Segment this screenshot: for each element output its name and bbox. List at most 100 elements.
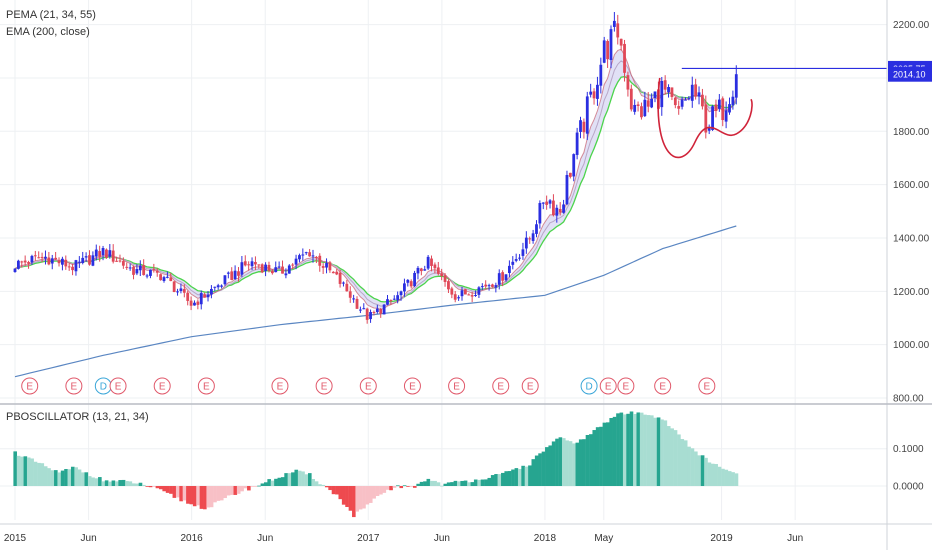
candle <box>589 83 593 98</box>
candle-body <box>284 273 288 276</box>
candle-body <box>545 201 549 205</box>
candle-body <box>94 249 98 257</box>
oscillator-bar <box>595 427 600 486</box>
candle-body <box>355 298 359 309</box>
candle-body <box>430 258 433 266</box>
candle-body <box>213 286 217 288</box>
candle <box>714 99 718 118</box>
candle-body <box>734 74 738 98</box>
candle-body <box>98 251 102 257</box>
candle <box>555 204 559 223</box>
pema-55-line <box>14 75 737 303</box>
candle <box>460 286 464 301</box>
candle-body <box>511 261 515 265</box>
oscillator-bar <box>186 486 190 504</box>
candle <box>684 97 687 101</box>
candle <box>247 261 251 271</box>
candle-body <box>216 285 220 288</box>
oscillator-bar <box>429 480 434 486</box>
candle <box>44 250 47 265</box>
legend-pema[interactable]: PEMA (21, 34, 55) <box>6 9 96 21</box>
oscillator-bar <box>467 482 471 486</box>
candle <box>721 96 725 127</box>
candle <box>640 102 643 120</box>
oscillator-bar <box>561 438 566 486</box>
earnings-marker: E <box>65 377 83 395</box>
candle-body <box>636 104 640 106</box>
oscillator-bar <box>734 473 739 486</box>
candle <box>487 283 491 291</box>
oscillator-bar <box>348 486 353 511</box>
oscillator-bar <box>341 486 346 505</box>
candle <box>443 273 447 287</box>
candle-body <box>701 94 704 107</box>
candle-body <box>528 238 532 240</box>
candle-body <box>623 43 626 73</box>
oscillator-bar <box>121 479 126 486</box>
candle-body <box>440 273 444 277</box>
candle <box>562 199 565 214</box>
candle-body <box>369 311 372 320</box>
candle <box>440 268 444 281</box>
oscillator-bar <box>243 486 248 489</box>
price-tick-label: 1000.00 <box>893 340 930 351</box>
candle-body <box>44 256 47 259</box>
candle <box>13 268 17 273</box>
time-tick-label: Jun <box>81 533 97 544</box>
candle-body <box>433 264 437 269</box>
oscillator-bar <box>267 479 271 486</box>
event-circle <box>109 377 127 395</box>
candle <box>596 76 599 106</box>
candle-body <box>494 285 498 288</box>
earnings-marker: E <box>492 377 510 395</box>
legend-pboscillator[interactable]: PBOSCILLATOR (13, 21, 34) <box>6 411 149 423</box>
oscillator-bar <box>362 486 366 509</box>
candle-body <box>477 287 481 295</box>
oscillator-bar <box>368 486 373 503</box>
oscillator-bar <box>548 445 553 486</box>
candle-body <box>677 106 681 109</box>
oscillator-bar <box>30 458 34 486</box>
candle <box>616 14 620 45</box>
candle <box>531 229 535 244</box>
oscillator-bar <box>541 451 546 486</box>
candle <box>335 268 339 276</box>
candle-body <box>247 264 251 266</box>
candle-body <box>101 248 105 256</box>
candle <box>64 255 68 270</box>
candle-body <box>57 260 61 264</box>
oscillator-bar <box>599 426 603 486</box>
oscillator-bar <box>26 457 31 486</box>
oscillator-bar <box>257 485 261 487</box>
candle <box>447 279 450 294</box>
oscillator-bar <box>551 441 556 486</box>
candle <box>413 270 416 288</box>
candle <box>352 294 356 303</box>
candle-body <box>250 261 254 267</box>
event-circle <box>21 377 39 395</box>
oscillator-bar <box>145 486 150 487</box>
oscillator-bar <box>175 486 180 498</box>
oscillator-bar <box>16 455 21 486</box>
oscillator-bar <box>152 486 156 487</box>
candle-body <box>362 308 366 310</box>
candle <box>585 91 589 141</box>
event-label: E <box>159 382 166 393</box>
oscillator-bar <box>247 486 251 491</box>
legend-ema-200[interactable]: EMA (200, close) <box>6 26 90 38</box>
oscillator-bar <box>517 468 522 486</box>
oscillator-bar <box>335 486 339 495</box>
candle <box>403 278 406 297</box>
candle-body <box>521 249 525 256</box>
candle-body <box>487 285 491 287</box>
candle <box>552 194 555 217</box>
candle <box>98 245 102 262</box>
candle-body <box>325 263 328 268</box>
oscillator-bar <box>653 417 658 486</box>
candle-body <box>413 272 416 287</box>
candle-body <box>74 260 78 272</box>
oscillator-bar <box>189 486 194 505</box>
candle <box>541 202 545 210</box>
candle <box>423 265 427 271</box>
event-circle <box>315 377 333 395</box>
